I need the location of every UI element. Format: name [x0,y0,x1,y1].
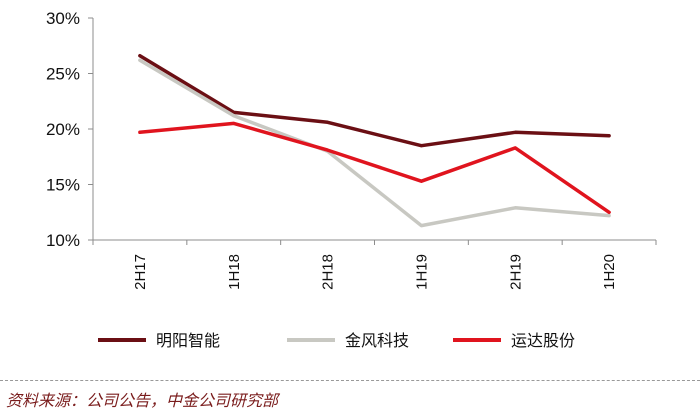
y-axis-ticks: 10% 15% 20% 25% 30% [46,9,93,250]
y-tick-label: 15% [46,176,80,195]
x-axis-ticks: 2H17 1H18 2H18 1H19 2H19 1H20 [92,240,657,290]
x-tick-label: 1H19 [413,254,430,290]
series-line [138,53,611,148]
source-divider [0,380,700,381]
line-chart: 10% 15% 20% 25% 30% 2H17 1H18 2H18 1H19 2H19 1H20… [46,9,657,350]
x-tick-label: 2H18 [320,254,337,290]
x-tick-label: 2H17 [132,254,149,290]
y-tick-label: 10% [46,231,80,250]
x-tick-label: 1H18 [226,254,243,290]
x-tick-label: 1H20 [601,254,618,290]
legend: 明阳智能 金风科技 运达股份 [98,331,575,350]
source-note: 资料来源：公司公告，中金公司研究部 [6,391,279,410]
x-tick-label: 2H19 [507,254,524,290]
series-line [138,121,611,215]
series-line [138,58,611,228]
legend-label: 明阳智能 [156,331,220,350]
legend-label: 金风科技 [345,331,409,350]
series-lines [138,53,611,228]
y-tick-label: 25% [46,65,80,84]
legend-label: 运达股份 [511,331,575,350]
y-tick-label: 30% [46,9,80,28]
y-tick-label: 20% [46,120,80,139]
